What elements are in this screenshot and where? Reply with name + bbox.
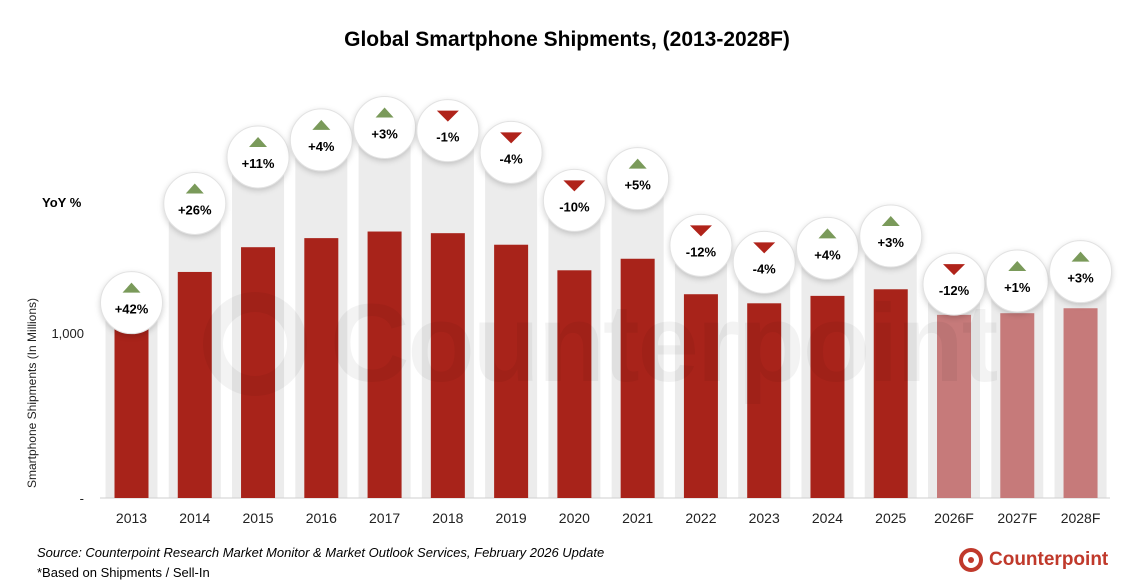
x-tick-label: 2016 <box>306 510 337 526</box>
x-tick-label: 2018 <box>432 510 463 526</box>
yoy-value-label: +42% <box>115 302 149 317</box>
watermark: Counterpoint <box>200 280 998 407</box>
bar-2021 <box>620 258 655 498</box>
yoy-bubble <box>226 125 290 189</box>
triangle-down-icon <box>943 264 966 276</box>
y-tick-label: - <box>80 491 84 506</box>
yoy-bubble <box>353 96 417 160</box>
x-tick-label: 2023 <box>749 510 780 526</box>
bar-2027F <box>1000 313 1035 498</box>
yoy-value-label: -1% <box>436 130 460 145</box>
y-axis-label: Smartphone Shipments (In Millions) <box>25 297 39 489</box>
yoy-value-label: +4% <box>308 139 335 154</box>
brand-logo: Counterpoint <box>958 547 1108 573</box>
x-tick-label: 2021 <box>622 510 653 526</box>
yoy-bubble <box>606 147 670 211</box>
yoy-bubble <box>859 204 923 268</box>
bar-2022 <box>683 294 718 498</box>
triangle-down-icon <box>753 242 776 254</box>
watermark-text: Counterpoint <box>330 280 998 407</box>
triangle-down-icon <box>563 180 586 192</box>
brand-name: Counterpoint <box>989 549 1109 570</box>
watermark-logo-icon <box>203 291 307 396</box>
bar-2015 <box>241 247 276 498</box>
yoy-value-label: +11% <box>242 156 275 171</box>
triangle-down-icon <box>436 110 459 122</box>
yoy-value-label: +1% <box>1004 280 1031 295</box>
triangle-down-icon <box>689 225 712 237</box>
yoy-value-label: +4% <box>814 247 841 262</box>
x-tick-label: 2024 <box>812 510 843 526</box>
chart-title: Global Smartphone Shipments, (2013-2028F… <box>344 28 790 51</box>
x-tick-label: 2015 <box>242 510 273 526</box>
triangle-up-icon <box>818 228 837 239</box>
x-tick-label: 2027F <box>997 510 1037 526</box>
x-tick-label: 2022 <box>685 510 716 526</box>
x-tick-label: 2020 <box>559 510 590 526</box>
yoy-value-label: -10% <box>559 199 590 214</box>
x-tick-label: 2014 <box>179 510 210 526</box>
y-tick-label: 1,000 <box>51 326 84 341</box>
x-tick-label: 2028F <box>1061 510 1101 526</box>
yoy-bubble <box>163 171 227 235</box>
yoy-bubble <box>100 271 163 335</box>
bar-2025 <box>873 289 908 498</box>
x-tick-label: 2025 <box>875 510 906 526</box>
yoy-value-label: +26% <box>178 202 212 217</box>
yoy-bubble <box>922 252 986 316</box>
yoy-bubble <box>732 230 796 294</box>
yoy-value-label: -12% <box>686 244 717 259</box>
triangle-up-icon <box>1071 251 1090 262</box>
source-note: Source: Counterpoint Research Market Mon… <box>37 545 605 560</box>
bar-2016 <box>304 238 339 498</box>
x-tick-label: 2019 <box>496 510 527 526</box>
triangle-down-icon <box>500 132 523 144</box>
bar-2017 <box>367 231 402 498</box>
counterpoint-logo-icon <box>959 548 983 572</box>
bar-2018 <box>430 233 465 499</box>
triangle-up-icon <box>249 136 268 147</box>
triangle-up-icon <box>628 158 647 169</box>
triangle-up-icon <box>312 119 331 130</box>
triangle-up-icon <box>185 183 204 194</box>
x-tick-label: 2017 <box>369 510 400 526</box>
bar-2019 <box>494 244 529 498</box>
yoy-value-label: +5% <box>624 178 651 193</box>
yoy-value-label: +3% <box>1067 271 1094 286</box>
bar-2028F <box>1063 308 1098 498</box>
bar-2023 <box>747 303 782 498</box>
yoy-bubble <box>669 213 733 277</box>
yoy-value-label: -12% <box>939 283 970 298</box>
bar-2026F <box>937 314 972 498</box>
triangle-up-icon <box>122 282 141 293</box>
triangle-up-icon <box>1008 260 1027 271</box>
yoy-bubble <box>985 249 1049 313</box>
yoy-value-label: +3% <box>878 235 905 250</box>
bar-2024 <box>810 295 845 498</box>
yoy-value-label: -4% <box>753 261 777 276</box>
bar-2013 <box>114 324 149 498</box>
yoy-bubble <box>479 120 543 184</box>
yoy-bubble <box>289 108 353 172</box>
yoy-bubble <box>416 99 480 163</box>
yoy-value-label: +3% <box>371 127 398 142</box>
triangle-up-icon <box>881 216 900 227</box>
x-tick-label: 2013 <box>116 510 147 526</box>
yoy-bubble <box>542 168 606 232</box>
bar-2020 <box>557 270 592 498</box>
yoy-value-label: -4% <box>500 151 524 166</box>
bar-2014 <box>177 271 212 498</box>
yoy-bubble <box>795 216 859 280</box>
x-tick-label: 2026F <box>934 510 974 526</box>
footnote: *Based on Shipments / Sell-In <box>37 565 210 580</box>
yoy-bubble <box>1049 240 1113 304</box>
triangle-up-icon <box>375 107 394 118</box>
yoy-label: YoY % <box>42 195 82 210</box>
